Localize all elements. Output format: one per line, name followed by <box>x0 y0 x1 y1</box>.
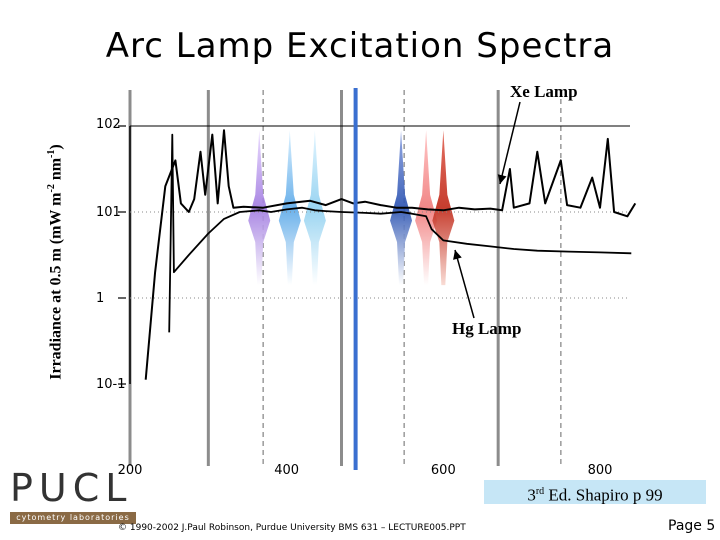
vertical-markers <box>128 90 562 466</box>
annotation-hg-lamp: Hg Lamp <box>452 319 521 338</box>
y-tick-0: 10-1 <box>96 377 126 392</box>
excitation-peak-600 <box>432 130 455 286</box>
excitation-peak-404 <box>278 130 301 286</box>
series-hg-lamp <box>168 133 632 333</box>
x-tick-800: 800 <box>588 463 613 478</box>
x-tick-200: 200 <box>118 463 143 478</box>
annotation-arrow-0 <box>499 101 521 185</box>
ref-post: Ed. Shapiro p 99 <box>544 485 663 505</box>
logo-subtitle: cytometry laboratories <box>10 512 136 524</box>
axis-ticks: 200 400 600 800 10-1 1 101 102 <box>96 117 612 478</box>
series-xe-lamp <box>144 129 637 380</box>
annotation-arrow-1 <box>454 249 475 319</box>
page-number: Page 5 <box>668 518 716 534</box>
x-tick-400: 400 <box>274 463 299 478</box>
y-tick-2: 101 <box>96 205 121 220</box>
pucl-logo: PUCL cytometry laboratories <box>10 468 136 526</box>
copyright-text: © 1990-2002 J.Paul Robinson, Purdue Univ… <box>118 523 466 533</box>
series-lines <box>144 129 637 380</box>
y-tick-3: 102 <box>96 117 121 132</box>
excitation-peak-436 <box>303 130 326 286</box>
annotation-arrowhead-0 <box>497 174 507 184</box>
slide-title: Arc Lamp Excitation Spectra <box>105 26 615 66</box>
logo-text: PUCL <box>10 466 133 510</box>
plot-frame <box>129 125 630 384</box>
ref-sup: rd <box>535 486 545 497</box>
y-tick-1: 1 <box>96 291 104 306</box>
x-tick-600: 600 <box>431 463 456 478</box>
excitation-peaks <box>248 130 455 286</box>
annotation-xe-lamp: Xe Lamp <box>510 82 578 101</box>
reference-note: 3rd Ed. Shapiro p 99 <box>484 480 706 505</box>
annotation-arrowhead-1 <box>453 250 462 260</box>
ref-pre: 3 <box>527 485 536 505</box>
annotations: Xe Lamp Hg Lamp <box>452 82 578 338</box>
excitation-peak-578 <box>415 130 438 286</box>
